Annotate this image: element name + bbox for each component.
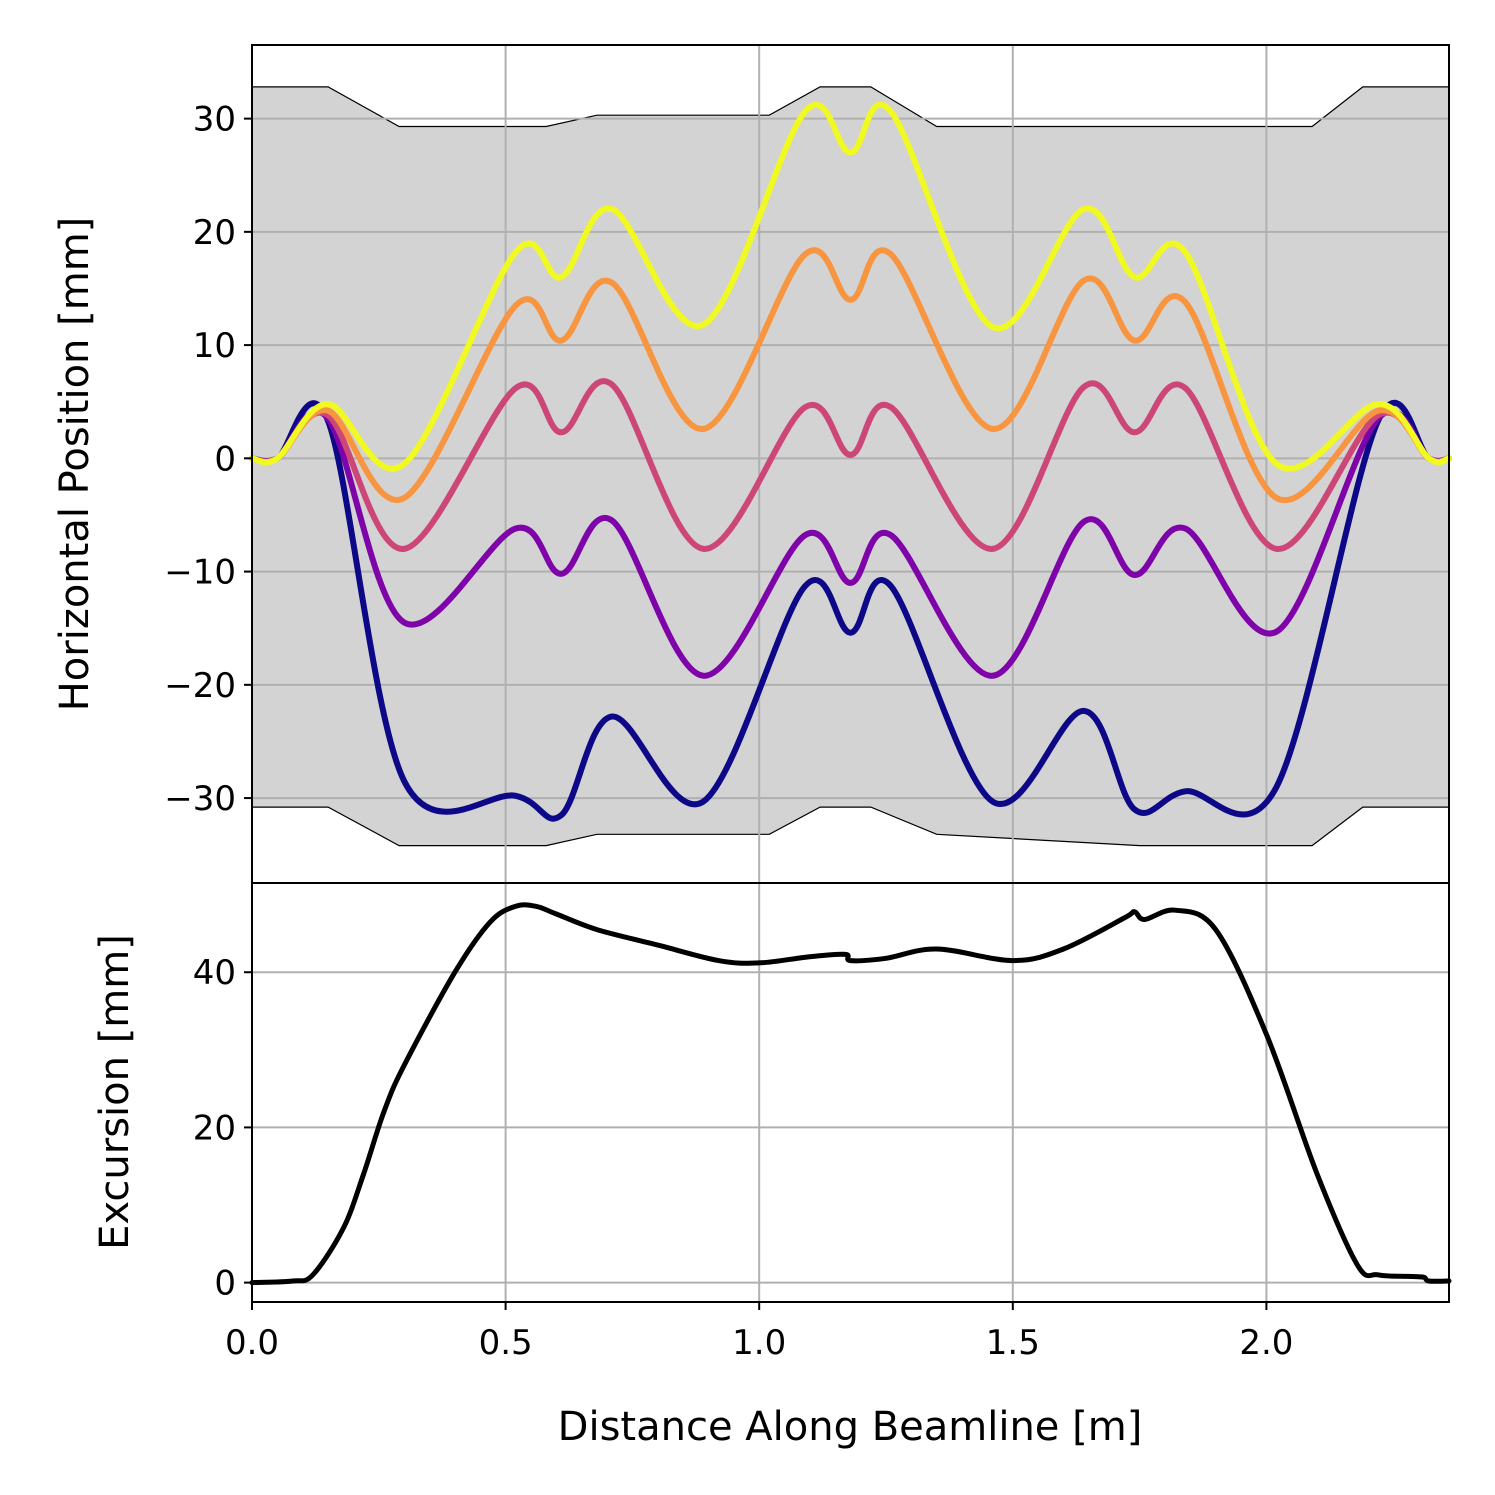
top-panel: −30 −20 −10 0 10 20 30 Horizontal Position [mm… [52, 44, 1452, 891]
top-y-tick-label-6: 30 [193, 100, 236, 140]
x-tick-label-2: 1.0 [732, 1323, 786, 1363]
series-trajectory-4 [249, 247, 1452, 504]
series-trajectory-2 [249, 408, 1452, 679]
aperture-lower-edge [252, 806, 1449, 847]
aperture-upper-edge [252, 86, 1449, 128]
top-y-tick-label-3: 0 [214, 439, 236, 479]
top-grid [251, 45, 1449, 883]
x-axis-label: Distance Along Beamline [m] [558, 1404, 1143, 1450]
top-y-tick-label-4: 10 [193, 326, 236, 366]
bottom-y-tick-label-0: 0 [214, 1264, 236, 1304]
series-trajectory-1 [249, 399, 1452, 822]
series-trajectory-5 [249, 101, 1452, 472]
top-y-ticks: −30 −20 −10 0 10 20 30 [164, 100, 252, 819]
x-tick-label-1: 0.5 [479, 1323, 533, 1363]
bottom-y-ticks: 0 20 40 [193, 953, 252, 1304]
bottom-axes-frame [251, 882, 1450, 1303]
top-y-tick-label-0: −30 [164, 779, 236, 819]
top-y-tick-label-1: −20 [164, 666, 236, 706]
bottom-series-layer [249, 902, 1452, 1286]
top-series-layer [249, 101, 1452, 822]
x-tick-label-0: 0.0 [225, 1323, 279, 1363]
bottom-x-ticks: 0.0 0.5 1.0 1.5 2.0 [225, 1302, 1293, 1363]
bottom-panel: 0 20 40 0.0 0.5 1.0 1.5 2.0 Excursion [mm] Dis… [92, 882, 1452, 1450]
top-y-axis-label: Horizontal Position [mm] [52, 217, 98, 712]
top-y-tick-label-2: −10 [164, 553, 236, 593]
bottom-plot-area [252, 883, 1449, 1302]
bottom-y-tick-label-1: 20 [193, 1108, 236, 1148]
x-tick-label-3: 1.5 [986, 1323, 1040, 1363]
series-trajectory-3 [249, 378, 1452, 552]
series-excursion [249, 902, 1452, 1286]
bottom-y-tick-label-2: 40 [193, 953, 236, 993]
x-tick-label-4: 2.0 [1239, 1323, 1293, 1363]
top-y-tick-label-5: 20 [193, 213, 236, 253]
bottom-y-axis-label: Excursion [mm] [92, 934, 138, 1250]
